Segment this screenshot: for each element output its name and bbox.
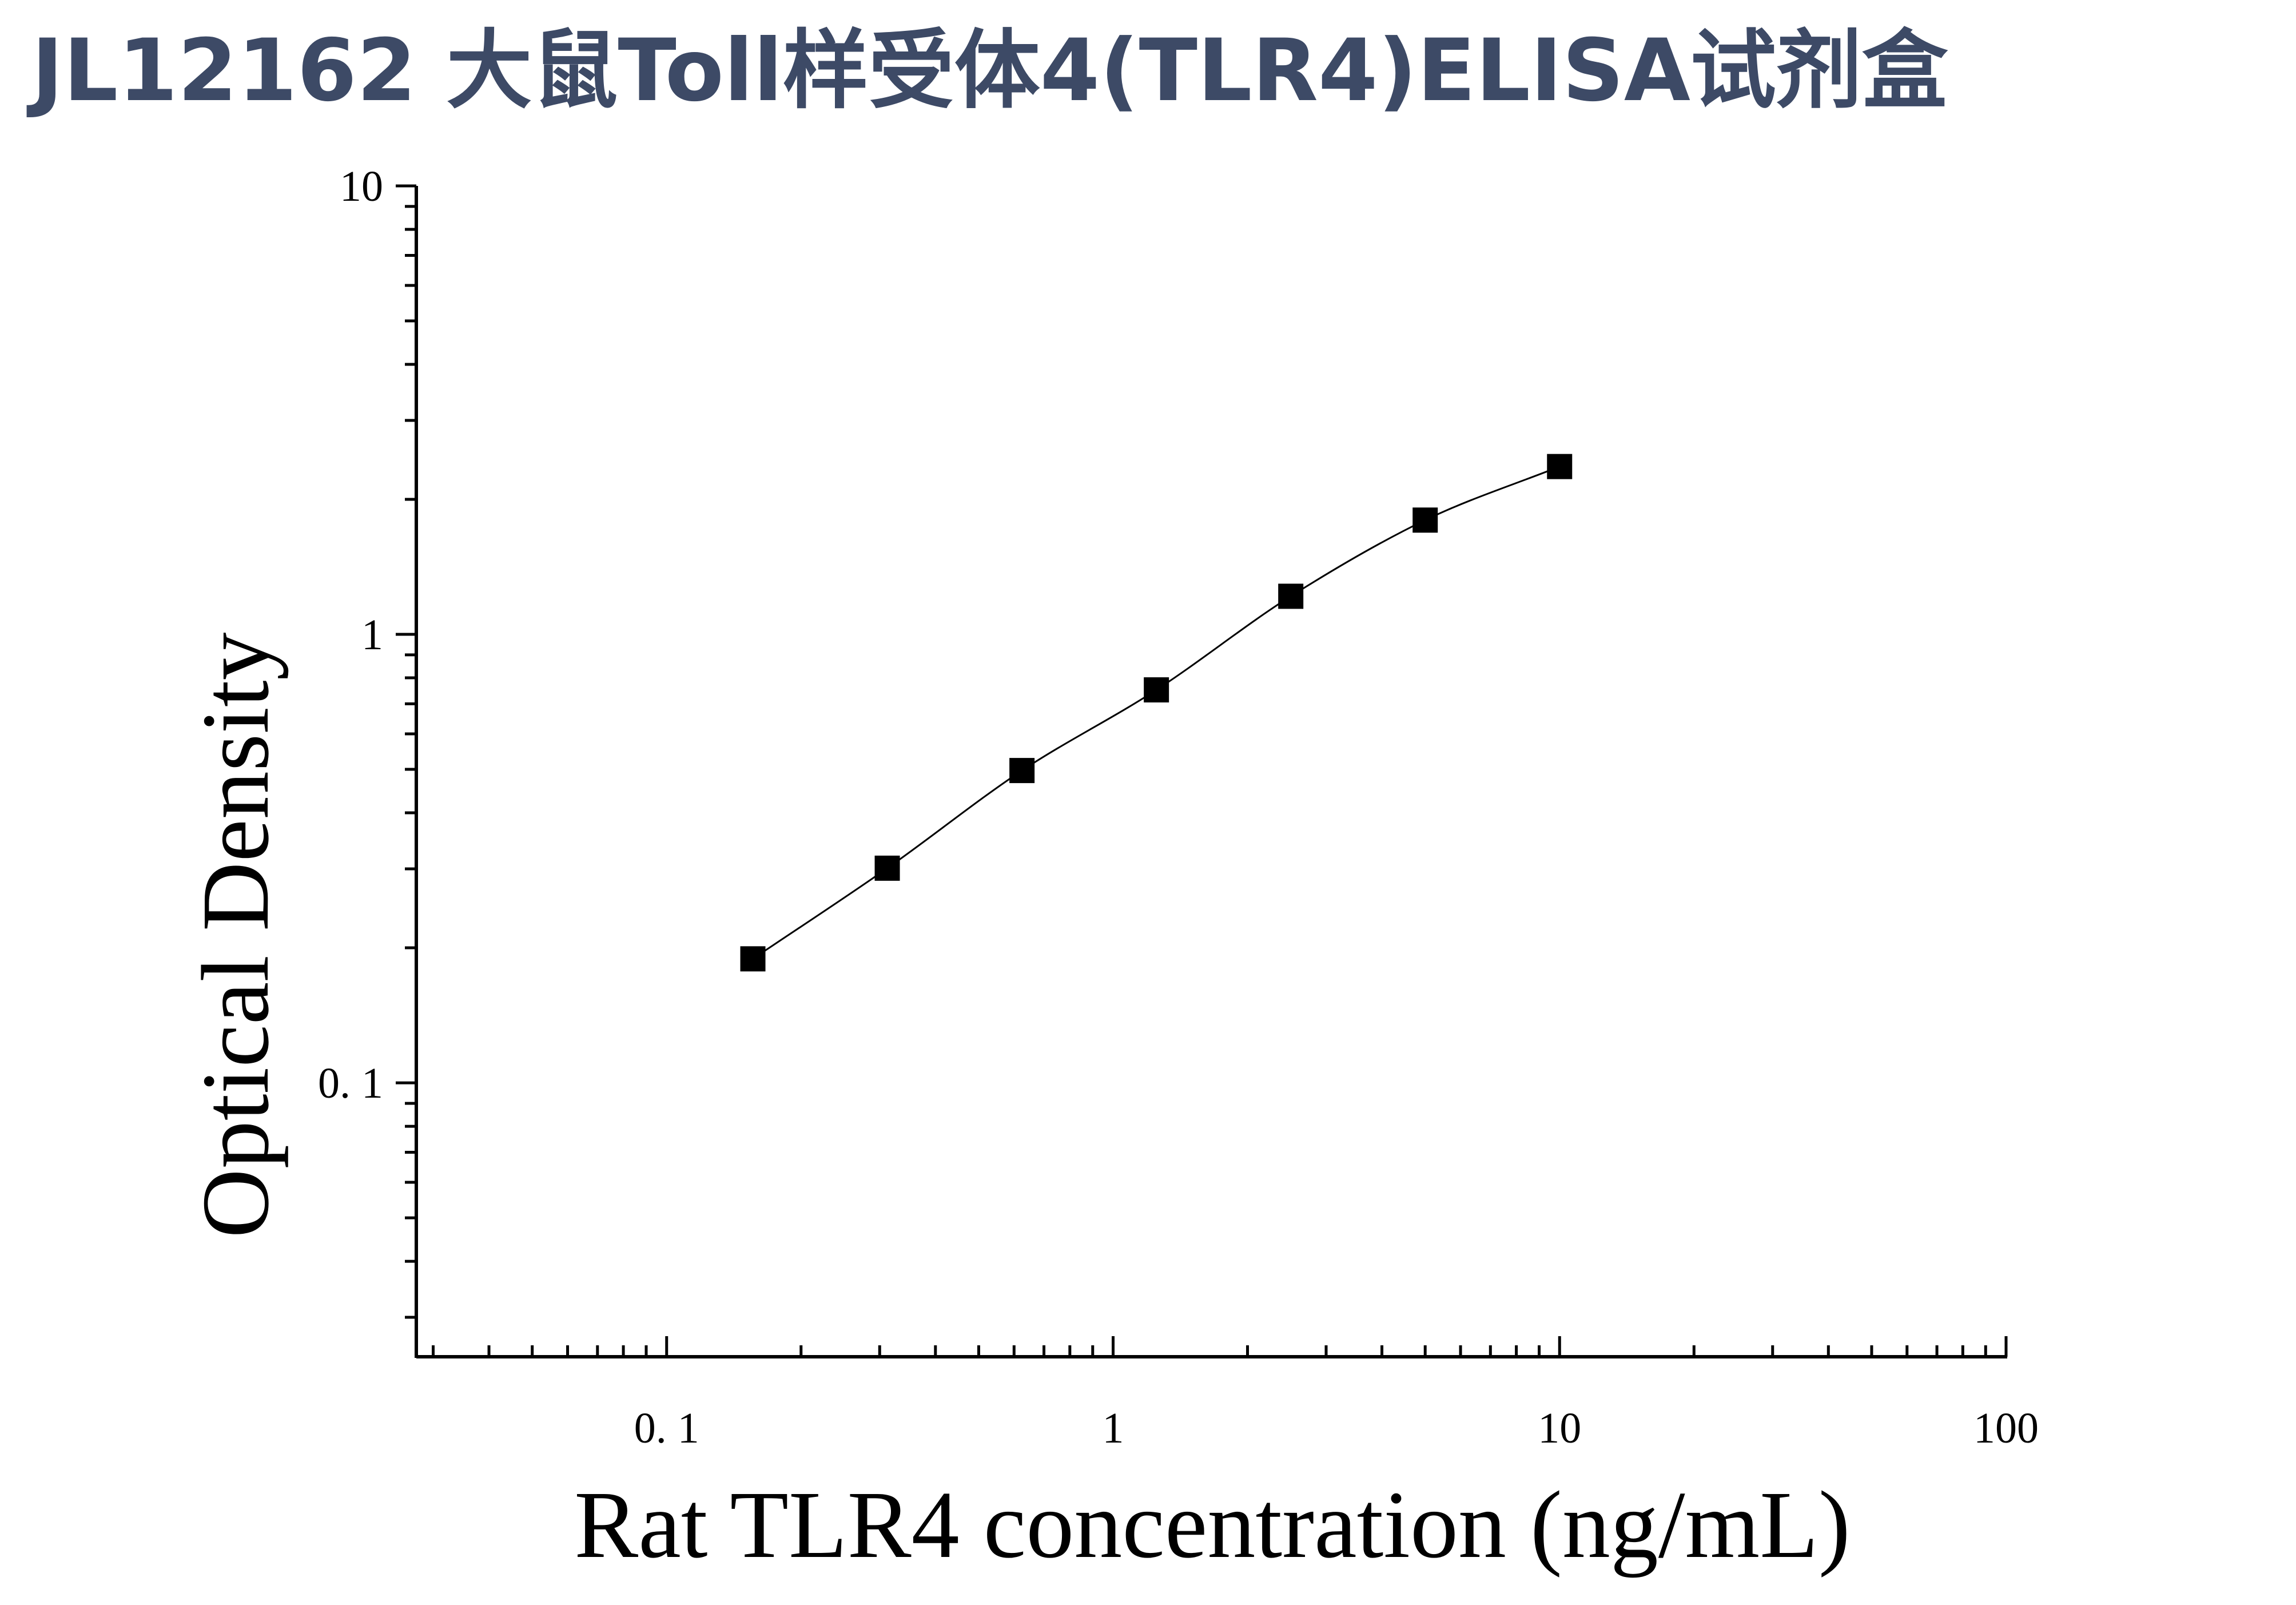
fit-curve [752, 466, 1560, 960]
data-point-marker [1009, 758, 1035, 784]
data-point-marker [1278, 583, 1304, 609]
page-title: JL12162 大鼠Toll样受体4(TLR4)ELISA试剂盒 [31, 21, 1948, 121]
x-tick-label: 10 [1538, 1404, 1581, 1452]
data-point-marker [874, 855, 900, 881]
data-point-marker [1412, 507, 1438, 533]
data-point-marker [740, 946, 766, 972]
x-tick-label: 1 [1102, 1404, 1124, 1452]
x-tick-label: 100 [1973, 1404, 2039, 1452]
data-point-marker [1547, 454, 1573, 479]
data-point-marker [1144, 677, 1169, 703]
axis-ticks [396, 184, 2008, 1357]
data-points [740, 454, 1573, 972]
axes [415, 186, 2007, 1358]
y-axis-label: Optical Density [182, 632, 289, 1238]
y-tick-label: 1 [361, 611, 383, 659]
y-tick-label: 0. 1 [318, 1059, 383, 1107]
y-tick-label: 10 [340, 162, 383, 210]
x-tick-label: 0. 1 [634, 1404, 699, 1452]
x-axis-label: Rat TLR4 concentration (ng/mL) [574, 1472, 1851, 1578]
tick-labels: 0. 1 1 10 100 0. 1 1 10 [318, 162, 2039, 1452]
